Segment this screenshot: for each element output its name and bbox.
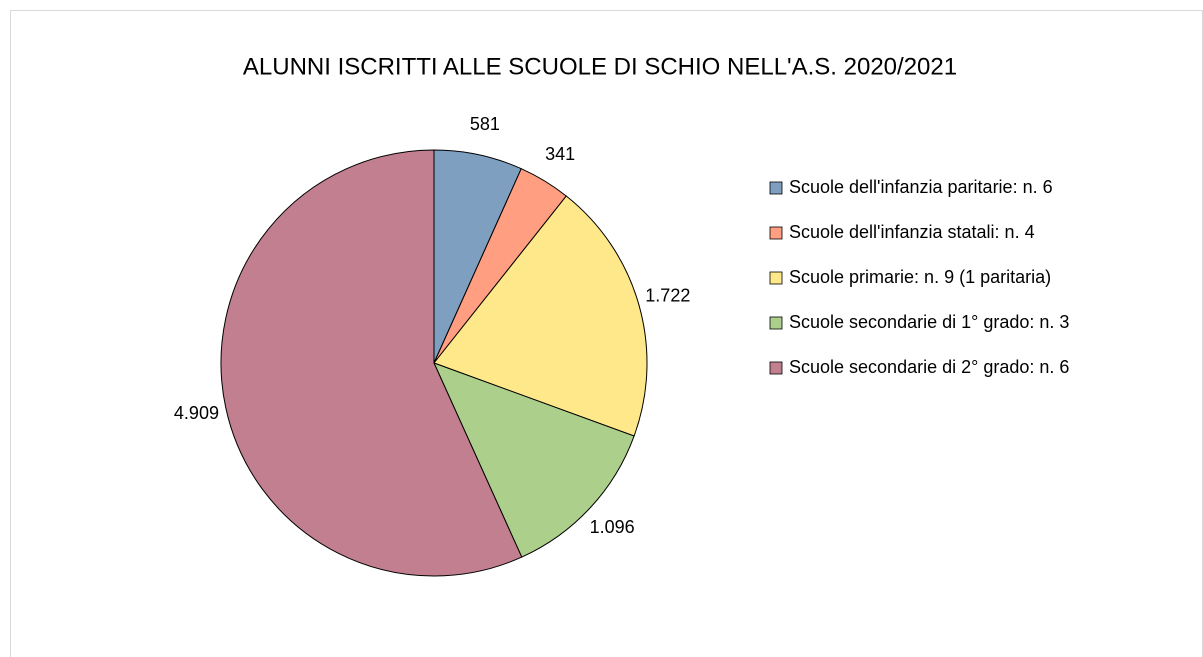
data-label: 341	[545, 144, 575, 164]
pie-slice	[433, 195, 648, 437]
data-label: 581	[470, 114, 500, 134]
legend-swatch	[769, 271, 783, 285]
pie-slice	[433, 362, 635, 558]
legend-swatch	[769, 181, 783, 195]
chart-title: ALUNNI ISCRITTI ALLE SCUOLE DI SCHIO NEL…	[243, 53, 957, 80]
legend-swatch	[769, 226, 783, 240]
legend-label: Scuole secondarie di 2° grado: n. 6	[789, 357, 1069, 377]
pie-slice	[220, 149, 523, 577]
legend-swatch	[769, 316, 783, 330]
data-label: 1.722	[645, 286, 690, 306]
data-label: 1.096	[590, 517, 635, 537]
legend-label: Scuole secondarie di 1° grado: n. 3	[789, 312, 1069, 332]
legend-label: Scuole dell'infanzia statali: n. 4	[789, 222, 1035, 242]
legend-label: Scuole dell'infanzia paritarie: n. 6	[789, 177, 1053, 197]
data-label: 4.909	[174, 403, 219, 423]
legend-label: Scuole primarie: n. 9 (1 paritaria)	[789, 267, 1051, 287]
legend-swatch	[769, 361, 783, 375]
